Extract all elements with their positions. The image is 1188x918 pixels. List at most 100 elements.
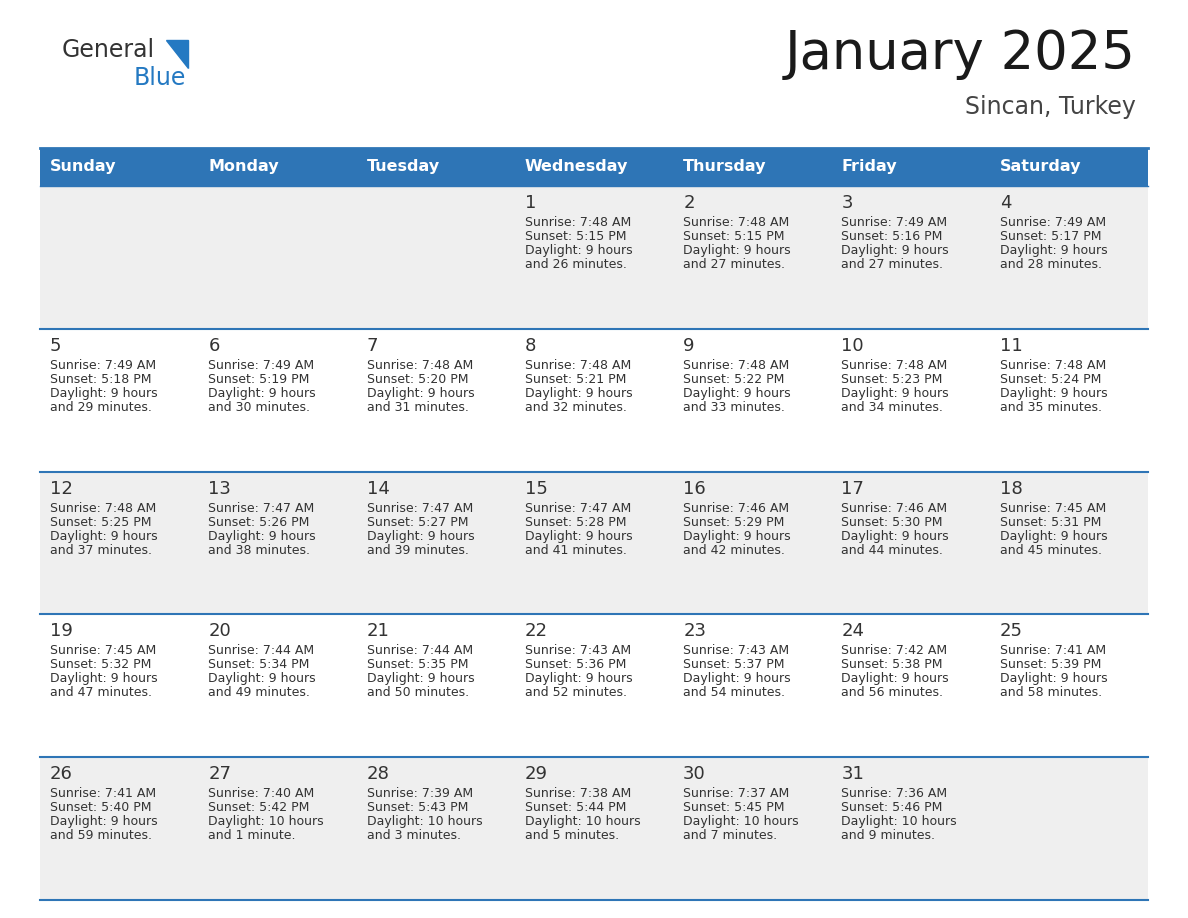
Text: Daylight: 9 hours: Daylight: 9 hours — [683, 386, 791, 400]
Text: Sunset: 5:16 PM: Sunset: 5:16 PM — [841, 230, 943, 243]
Text: 8: 8 — [525, 337, 536, 354]
Text: Sunset: 5:31 PM: Sunset: 5:31 PM — [1000, 516, 1101, 529]
Text: and 1 minute.: and 1 minute. — [208, 829, 296, 842]
Text: Daylight: 9 hours: Daylight: 9 hours — [841, 244, 949, 257]
Text: 28: 28 — [367, 766, 390, 783]
Text: Sunset: 5:38 PM: Sunset: 5:38 PM — [841, 658, 943, 671]
Text: and 35 minutes.: and 35 minutes. — [1000, 401, 1101, 414]
Text: and 7 minutes.: and 7 minutes. — [683, 829, 777, 842]
Text: 10: 10 — [841, 337, 864, 354]
Text: Daylight: 9 hours: Daylight: 9 hours — [683, 672, 791, 686]
Text: and 37 minutes.: and 37 minutes. — [50, 543, 152, 556]
Text: 14: 14 — [367, 479, 390, 498]
Text: Sunset: 5:40 PM: Sunset: 5:40 PM — [50, 801, 152, 814]
Text: and 39 minutes.: and 39 minutes. — [367, 543, 468, 556]
Text: and 41 minutes.: and 41 minutes. — [525, 543, 627, 556]
Text: Sunset: 5:34 PM: Sunset: 5:34 PM — [208, 658, 310, 671]
Text: and 59 minutes.: and 59 minutes. — [50, 829, 152, 842]
Text: Daylight: 9 hours: Daylight: 9 hours — [208, 386, 316, 400]
Text: Sunrise: 7:48 AM: Sunrise: 7:48 AM — [50, 501, 157, 515]
Text: Daylight: 10 hours: Daylight: 10 hours — [683, 815, 798, 828]
Text: Sunset: 5:29 PM: Sunset: 5:29 PM — [683, 516, 784, 529]
Text: Sunrise: 7:49 AM: Sunrise: 7:49 AM — [50, 359, 156, 372]
Text: Sunrise: 7:48 AM: Sunrise: 7:48 AM — [525, 216, 631, 229]
Text: Sunset: 5:44 PM: Sunset: 5:44 PM — [525, 801, 626, 814]
Text: 31: 31 — [841, 766, 865, 783]
Text: and 3 minutes.: and 3 minutes. — [367, 829, 461, 842]
Text: Sunrise: 7:42 AM: Sunrise: 7:42 AM — [841, 644, 948, 657]
Text: Sunrise: 7:49 AM: Sunrise: 7:49 AM — [1000, 216, 1106, 229]
Text: and 38 minutes.: and 38 minutes. — [208, 543, 310, 556]
Text: Sunset: 5:20 PM: Sunset: 5:20 PM — [367, 373, 468, 386]
Text: Friday: Friday — [841, 160, 897, 174]
Text: Sunrise: 7:40 AM: Sunrise: 7:40 AM — [208, 788, 315, 800]
Text: Daylight: 9 hours: Daylight: 9 hours — [50, 386, 158, 400]
Text: Sunset: 5:22 PM: Sunset: 5:22 PM — [683, 373, 784, 386]
Text: 5: 5 — [50, 337, 62, 354]
Text: and 47 minutes.: and 47 minutes. — [50, 687, 152, 700]
Text: and 34 minutes.: and 34 minutes. — [841, 401, 943, 414]
Text: Daylight: 9 hours: Daylight: 9 hours — [208, 672, 316, 686]
Text: 1: 1 — [525, 194, 536, 212]
Text: Daylight: 9 hours: Daylight: 9 hours — [841, 386, 949, 400]
Bar — [40, 186, 1148, 329]
Text: Sunset: 5:23 PM: Sunset: 5:23 PM — [841, 373, 943, 386]
Text: 16: 16 — [683, 479, 706, 498]
Text: Daylight: 9 hours: Daylight: 9 hours — [683, 244, 791, 257]
Text: Sunrise: 7:45 AM: Sunrise: 7:45 AM — [50, 644, 157, 657]
Text: General: General — [62, 38, 156, 62]
Bar — [40, 614, 1148, 757]
Text: 2: 2 — [683, 194, 695, 212]
Text: Sunset: 5:39 PM: Sunset: 5:39 PM — [1000, 658, 1101, 671]
Text: Daylight: 10 hours: Daylight: 10 hours — [367, 815, 482, 828]
Text: 6: 6 — [208, 337, 220, 354]
Text: Sunrise: 7:44 AM: Sunrise: 7:44 AM — [208, 644, 315, 657]
Text: 13: 13 — [208, 479, 232, 498]
Text: Sunset: 5:30 PM: Sunset: 5:30 PM — [841, 516, 943, 529]
Text: Saturday: Saturday — [1000, 160, 1081, 174]
Text: and 52 minutes.: and 52 minutes. — [525, 687, 627, 700]
Text: Sunrise: 7:43 AM: Sunrise: 7:43 AM — [683, 644, 789, 657]
Text: and 50 minutes.: and 50 minutes. — [367, 687, 469, 700]
Text: Daylight: 9 hours: Daylight: 9 hours — [1000, 530, 1107, 543]
Text: Sincan, Turkey: Sincan, Turkey — [965, 95, 1136, 119]
Text: Sunset: 5:37 PM: Sunset: 5:37 PM — [683, 658, 784, 671]
Text: and 33 minutes.: and 33 minutes. — [683, 401, 785, 414]
Text: Daylight: 9 hours: Daylight: 9 hours — [367, 530, 474, 543]
Text: Sunrise: 7:37 AM: Sunrise: 7:37 AM — [683, 788, 789, 800]
Text: 24: 24 — [841, 622, 865, 641]
Text: Sunset: 5:17 PM: Sunset: 5:17 PM — [1000, 230, 1101, 243]
Text: January 2025: January 2025 — [785, 28, 1136, 80]
Text: Sunrise: 7:46 AM: Sunrise: 7:46 AM — [841, 501, 948, 515]
Text: Sunset: 5:25 PM: Sunset: 5:25 PM — [50, 516, 152, 529]
Text: Sunrise: 7:49 AM: Sunrise: 7:49 AM — [208, 359, 315, 372]
Text: Sunrise: 7:47 AM: Sunrise: 7:47 AM — [525, 501, 631, 515]
Text: Sunrise: 7:47 AM: Sunrise: 7:47 AM — [208, 501, 315, 515]
Text: 21: 21 — [367, 622, 390, 641]
Bar — [40, 757, 1148, 900]
Text: Daylight: 9 hours: Daylight: 9 hours — [841, 672, 949, 686]
Text: and 9 minutes.: and 9 minutes. — [841, 829, 935, 842]
Text: Sunset: 5:15 PM: Sunset: 5:15 PM — [525, 230, 626, 243]
Text: Sunset: 5:24 PM: Sunset: 5:24 PM — [1000, 373, 1101, 386]
Text: and 44 minutes.: and 44 minutes. — [841, 543, 943, 556]
Text: Daylight: 9 hours: Daylight: 9 hours — [525, 386, 632, 400]
Text: Sunrise: 7:47 AM: Sunrise: 7:47 AM — [367, 501, 473, 515]
Text: Daylight: 9 hours: Daylight: 9 hours — [525, 244, 632, 257]
Text: 19: 19 — [50, 622, 72, 641]
Text: Daylight: 9 hours: Daylight: 9 hours — [525, 672, 632, 686]
Text: and 27 minutes.: and 27 minutes. — [683, 258, 785, 271]
Bar — [40, 148, 1148, 186]
Text: and 5 minutes.: and 5 minutes. — [525, 829, 619, 842]
Text: 9: 9 — [683, 337, 695, 354]
Text: Daylight: 9 hours: Daylight: 9 hours — [1000, 672, 1107, 686]
Text: 22: 22 — [525, 622, 548, 641]
Text: and 27 minutes.: and 27 minutes. — [841, 258, 943, 271]
Text: 18: 18 — [1000, 479, 1023, 498]
Text: Thursday: Thursday — [683, 160, 766, 174]
Text: Tuesday: Tuesday — [367, 160, 440, 174]
Text: Sunset: 5:18 PM: Sunset: 5:18 PM — [50, 373, 152, 386]
Text: Daylight: 9 hours: Daylight: 9 hours — [1000, 244, 1107, 257]
Text: and 26 minutes.: and 26 minutes. — [525, 258, 627, 271]
Text: Daylight: 9 hours: Daylight: 9 hours — [50, 672, 158, 686]
